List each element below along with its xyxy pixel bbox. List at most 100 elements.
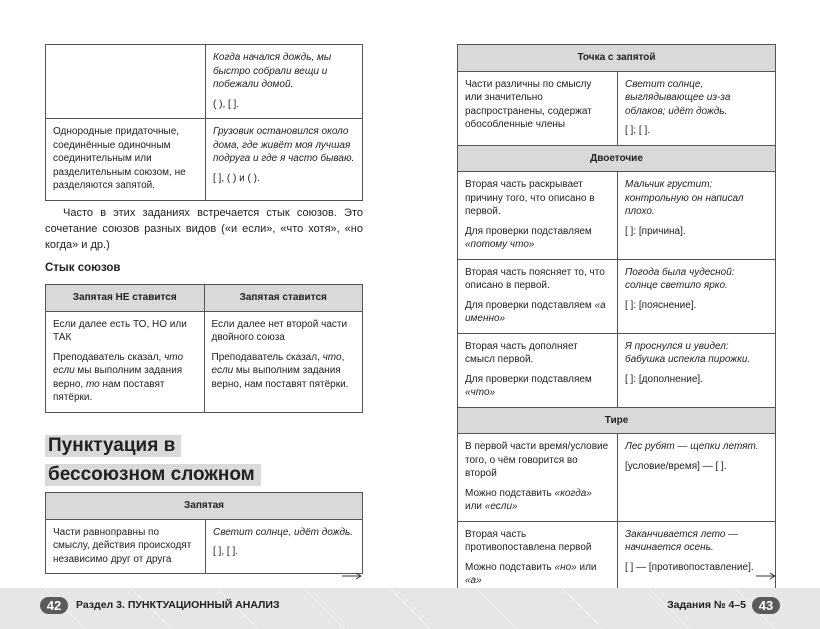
text-run: [ ]; [ ]. [625,125,651,136]
cell-paragraph: Вторая часть раскрывает причину того, чт… [465,178,610,219]
text-run: [ ]: [причина]. [625,225,686,237]
cell-paragraph: В первой части время/условие того, о чём… [465,440,610,481]
italic-run: Грузовик остановился около дома, где жив… [213,126,355,164]
table: Когда начался дождь, мы быстро собрали в… [45,44,363,201]
cell-paragraph: Для проверки подставляем «что» [465,373,610,400]
italic-run: «а» [465,575,482,586]
table-cell: Я проснулся и увидел: бабушка испекла пи… [617,332,776,408]
header-cell: Запятая ставится [203,284,363,312]
table-row: Вторая часть поясняет то, что описано в … [457,258,776,334]
cell-paragraph: Светит солнце, выглядывающее из-за облак… [625,78,768,119]
section-header: Двоеточие [457,144,776,172]
text-run: Можно подставить [465,487,555,499]
cell-paragraph: Части равноправны по смыслу, действия пр… [53,526,198,567]
text-run: Для проверки подставляем [465,373,592,385]
header-row: Запятая НЕ ставится Запятая ставится [45,284,363,312]
cell-paragraph: Заканчивается лето — начинается осень. [625,528,768,555]
text-run: Вторая часть дополняет смысл первой. [465,340,578,366]
cell-paragraph: Можно подставить «но» или «а» [465,561,610,588]
cell-paragraph: Для проверки подставляем «потому что» [465,225,610,252]
table-cell: Погода была чудесной: солнце светило ярк… [617,258,776,334]
footer: 42 Раздел 3. ПУНКТУАЦИОННЫЙ АНАЛИЗ Задан… [0,588,820,629]
italic-run: Светит солнце, выглядывающее из-за облак… [625,78,731,117]
header-cell: Запятая [45,492,363,520]
table-cell: Вторая часть дополняет смысл первой. Для … [457,332,618,408]
text-run: Части различны по смыслу или значительно… [465,78,592,131]
text-run: Вторая часть раскрывает причину того, чт… [465,179,595,217]
junction-table: Запятая НЕ ставится Запятая ставится Если … [45,284,363,413]
text-run: Однородные придаточные, соединённые один… [53,126,186,191]
text-run: , [341,351,345,363]
text-run: Можно подставить [465,561,555,573]
cell-paragraph: [ ]: [дополнение]. [625,373,768,387]
next-arrow [756,572,776,580]
table-cell: Светит солнце, идёт дождь. [ ], [ ]. [205,518,363,574]
italic-run: что [322,351,342,363]
cell-paragraph: Мальчик грустит: контрольную он написал … [625,178,768,219]
cell-paragraph: Вторая часть противопоставлена первой [465,528,610,555]
table-cell: Заканчивается лето — начинается осень. [ … [617,520,776,596]
italic-run: Я проснулся и увидел: бабушка испекла пи… [625,340,751,366]
text-run: или [576,561,597,573]
intro-paragraph: Часто в этих заданиях встречается стык с… [45,207,363,251]
subheading: Стык союзов [45,262,121,274]
italic-run: то [85,378,100,390]
tasks-label: Задания № 4–5 [667,599,746,611]
table-cell: Когда начался дождь, мы быстро собрали в… [205,44,363,119]
italic-run: «потому что» [465,239,535,250]
section-header-row: Двоеточие [457,144,776,172]
cell-paragraph: Если далее нет второй части двойного сою… [212,318,356,345]
italic-run: Погода была чудесной: солнце светило ярк… [625,266,735,292]
cell-paragraph: [ ]; [ ]. [625,124,768,138]
cell-paragraph: Погода была чудесной: солнце светило ярк… [625,266,768,293]
text-run: или [465,501,485,512]
header-row: Запятая [45,492,363,520]
italic-run: «но» [554,561,577,573]
text-run: [условие/время] — [ ]. [625,460,727,472]
text-run: мы выполним задания верно, нам поставят … [211,365,349,390]
table-row: Когда начался дождь, мы быстро собрали в… [45,44,363,119]
page-number: 42 [40,597,68,614]
table-cell [45,44,206,119]
cell-paragraph: Лес рубят — щепки летят. [625,440,768,454]
cell-paragraph: [ ]: [причина]. [625,225,768,239]
text-run: Для проверки подставляем [465,225,592,237]
section-header: Тире [457,406,776,434]
table-row: Однородные придаточные, соединённые один… [45,118,363,201]
table-cell: Вторая часть поясняет то, что описано в … [457,258,618,334]
continued-table: Когда начался дождь, мы быстро собрали в… [45,44,363,201]
table-cell: Вторая часть противопоставлена первой Мож… [457,520,618,596]
text-run: Если далее нет второй части двойного сою… [211,318,348,344]
cell-paragraph: [ ], [ ]. [213,545,355,559]
section-header-row: Тире [457,406,776,434]
punctuation-table: Точка с запятой Части различны по смыслу … [457,44,776,596]
italic-run: Светит солнце, идёт дождь. [213,526,354,538]
text-run: нам поставят пятёрки. [53,378,165,404]
text-run: Части равноправны по смыслу, действия пр… [53,526,192,565]
table-cell: Части равноправны по смыслу, действия пр… [45,518,206,574]
text-run: [ ] — [противопоставление]. [625,561,754,573]
cell-paragraph: [условие/время] — [ ]. [625,460,768,474]
cell-paragraph: Преподаватель сказал, что, если мы выпол… [212,351,356,392]
table-row: Если далее есть ТО, НО или ТАК Преподават… [45,310,363,413]
text-run: В первой части время/условие того, о чём… [465,441,609,479]
table-cell: Однородные придаточные, соединённые один… [45,118,206,201]
table-row: Части равноправны по смыслу, действия пр… [45,518,363,574]
text-run: [ ], ( ) и ( ). [213,172,260,184]
text-run: Преподаватель сказал, [211,351,323,363]
cell-paragraph: Если далее есть ТО, НО или ТАК [53,318,197,345]
cell-paragraph: Для проверки подставляем «а именно» [465,299,610,326]
cell-paragraph: [ ] — [противопоставление]. [625,561,768,575]
italic-run: «если» [484,501,518,512]
text-run: Для проверки подставляем [465,299,595,311]
table-cell: Если далее нет второй части двойного сою… [203,310,363,413]
cell-paragraph: Я проснулся и увидел: бабушка испекла пи… [625,340,768,367]
table: Запятая НЕ ставится Запятая ставится Если … [45,284,363,413]
table-row: Вторая часть раскрывает причину того, чт… [457,171,776,260]
table: Точка с запятой Части различны по смыслу … [457,44,776,596]
section-title: Раздел 3. ПУНКТУАЦИОННЫЙ АНАЛИЗ [76,599,280,611]
cell-paragraph: Части различны по смыслу или значительно… [465,78,610,132]
text-run: ( ), [ ]. [213,98,240,110]
